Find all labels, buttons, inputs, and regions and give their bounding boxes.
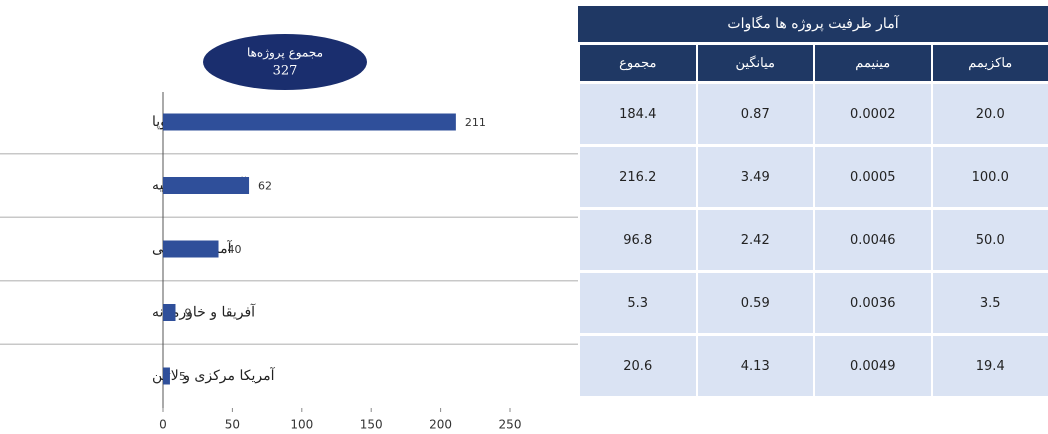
category-label: آفریقا و خاورمیانه [152,303,256,321]
table-cell: 0.0046 [813,207,931,270]
table-cell: 20.6 [578,333,696,396]
table-cell: 4.13 [695,333,813,396]
table-cell: 3.49 [695,144,813,207]
value-label: 62 [258,180,272,193]
table-cell: 5.3 [578,270,696,333]
x-tick-label: 150 [360,418,383,432]
column-header: مینیمم [813,42,931,81]
table-cell: 216.2 [578,144,696,207]
value-label: 5 [179,370,186,383]
x-tick-label: 0 [159,418,167,432]
table-row: 100.0 0.0005 3.49 216.2 [578,144,1048,207]
bar [163,177,250,194]
x-tick-label: 250 [499,418,522,432]
table-row: 50.0 0.0046 2.42 96.8 [578,207,1048,270]
total-label: مجموع پروژه‌ها [247,46,323,60]
table-cell: 0.0002 [813,81,931,144]
table-cell: 0.0049 [813,333,931,396]
table-row: 19.4 0.0049 4.13 20.6 [578,333,1048,396]
stats-table: آمار ظرفیت پروژه ها مگاوات ماکزیمم مینیمم… [578,6,1048,396]
x-tick-label: 50 [225,418,240,432]
table-cell: 0.87 [695,81,813,144]
category-label: آمریکا مرکزی و لاتین [152,366,276,384]
column-header: میانگین [695,42,813,81]
table-cell: 0.0036 [813,270,931,333]
bar [163,367,170,385]
table-cell: 0.59 [695,270,813,333]
x-tick-label: 100 [290,418,313,432]
table-cell: 100.0 [930,144,1048,207]
table-row: 20.0 0.0002 0.87 184.4 [578,81,1048,144]
table-cell: 19.4 [930,333,1048,396]
x-tick-label: 200 [429,418,452,432]
bar [163,240,219,258]
table-cell: 0.0005 [813,144,931,207]
table-row: 3.5 0.0036 0.59 5.3 [578,270,1048,333]
bar-chart: مجموع پروژه‌ها 327 050100150200250اروپا2… [0,34,578,432]
value-label: 40 [228,243,242,256]
table-cell: 96.8 [578,207,696,270]
table-title: آمار ظرفیت پروژه ها مگاوات [578,6,1048,42]
total-badge [203,34,367,90]
column-header: ماکزیمم [930,42,1048,81]
bar [163,113,456,131]
value-label: 211 [465,116,486,129]
value-label: 9 [184,307,191,320]
table-cell: 184.4 [578,81,696,144]
table-cell: 50.0 [930,207,1048,270]
table-cell: 3.5 [930,270,1048,333]
total-value: 327 [273,64,298,79]
table-cell: 20.0 [930,81,1048,144]
table-cell: 2.42 [695,207,813,270]
bar [163,304,176,321]
column-header: مجموع [578,42,696,81]
